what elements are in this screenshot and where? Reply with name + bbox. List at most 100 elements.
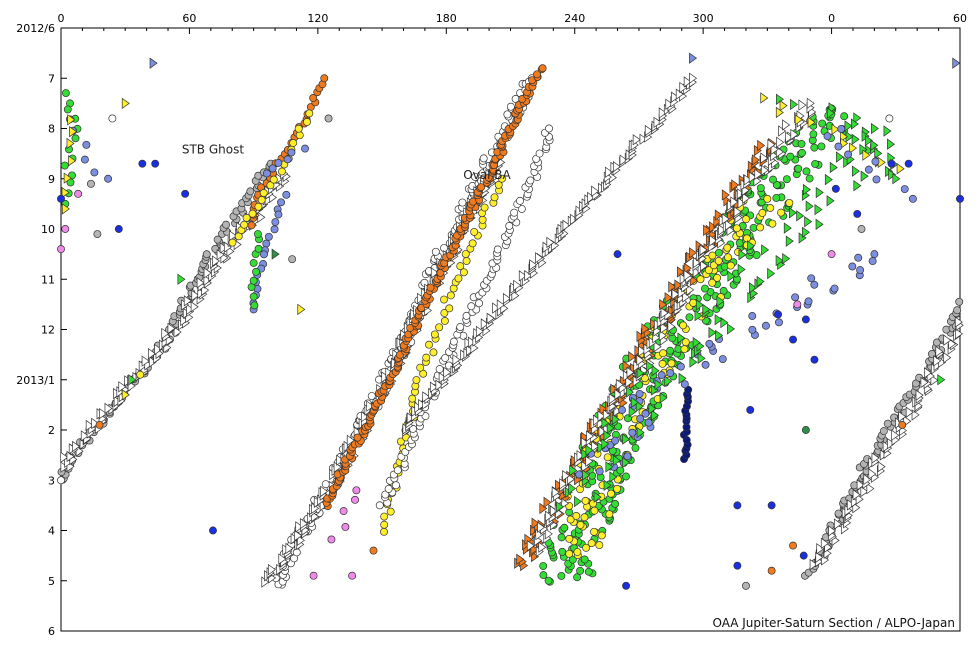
- data-point-triangle: [587, 191, 596, 204]
- data-point-circle: [341, 523, 350, 531]
- data-point-triangle: [644, 124, 653, 137]
- data-point-triangle: [535, 252, 544, 264]
- data-point-triangle: [544, 528, 553, 540]
- data-point-triangle: [467, 336, 476, 348]
- data-point-triangle: [526, 540, 535, 552]
- data-point-triangle: [887, 437, 896, 450]
- data-point-circle: [246, 187, 255, 196]
- data-point-circle: [240, 220, 249, 229]
- data-point-circle: [801, 315, 810, 324]
- data-point-circle: [756, 223, 765, 232]
- data-point-triangle: [295, 521, 304, 533]
- data-point-triangle: [63, 172, 72, 184]
- data-point-circle: [249, 292, 258, 301]
- data-point-circle: [446, 291, 455, 300]
- data-point-circle: [274, 158, 283, 167]
- data-point-circle: [777, 208, 785, 217]
- data-point-triangle: [852, 489, 861, 501]
- data-point-circle: [701, 284, 709, 293]
- data-point-triangle: [581, 448, 590, 461]
- data-point-triangle: [466, 344, 474, 357]
- data-point-circle: [791, 293, 800, 302]
- data-point-triangle: [665, 98, 674, 110]
- data-point-triangle: [570, 213, 579, 226]
- data-point-triangle: [664, 375, 673, 387]
- data-point-circle: [283, 155, 292, 164]
- y-tick-label: 4: [48, 525, 55, 538]
- data-point-circle: [701, 360, 710, 369]
- data-point-triangle: [829, 161, 838, 174]
- data-point-triangle: [807, 116, 816, 129]
- data-point-triangle: [593, 491, 602, 503]
- data-point-circle: [772, 194, 781, 202]
- data-point-circle: [60, 161, 69, 170]
- data-point-circle: [584, 567, 593, 576]
- data-point-circle: [254, 244, 263, 253]
- data-point-circle: [249, 259, 258, 267]
- data-point-circle: [462, 256, 471, 265]
- data-point-triangle: [561, 497, 570, 510]
- data-point-triangle: [148, 348, 157, 360]
- data-point-triangle: [585, 444, 594, 456]
- data-point-circle: [908, 194, 917, 203]
- data-point-circle: [580, 513, 589, 522]
- data-point-circle: [590, 506, 599, 515]
- data-point-circle: [90, 168, 99, 177]
- data-point-triangle: [888, 169, 897, 181]
- data-point-triangle: [191, 289, 200, 302]
- data-point-triangle: [767, 139, 776, 151]
- data-point-triangle: [492, 302, 501, 314]
- data-point-circle: [797, 139, 806, 148]
- data-point-triangle: [930, 374, 939, 386]
- data-point-triangle: [834, 518, 842, 530]
- data-point-triangle: [346, 434, 355, 447]
- data-point-circle: [268, 164, 277, 173]
- data-point-circle: [718, 355, 727, 363]
- x-tick-label: 0: [828, 12, 835, 25]
- data-point-circle: [435, 365, 444, 374]
- data-point-triangle: [622, 456, 631, 469]
- data-point-circle: [782, 175, 791, 184]
- data-point-triangle: [271, 248, 280, 260]
- data-point-triangle: [667, 320, 676, 333]
- data-point-circle: [560, 523, 569, 532]
- data-point-circle: [459, 268, 468, 277]
- data-point-triangle: [943, 351, 952, 364]
- data-point-triangle: [622, 433, 631, 445]
- data-point-triangle: [496, 299, 505, 311]
- data-point-circle: [494, 180, 503, 189]
- data-point-circle: [582, 543, 591, 552]
- data-point-triangle: [219, 242, 228, 254]
- data-point-triangle: [804, 215, 813, 228]
- data-point-circle: [872, 175, 881, 184]
- data-point-circle: [422, 353, 431, 362]
- data-point-circle: [786, 152, 795, 161]
- data-point-circle: [274, 210, 283, 219]
- data-point-triangle: [619, 154, 628, 166]
- data-point-triangle: [783, 222, 792, 234]
- data-point-circle: [590, 527, 598, 536]
- data-point-triangle: [502, 292, 511, 305]
- credit-text: OAA Jupiter-Saturn Section / ALPO-Japan: [712, 616, 955, 630]
- data-point-triangle: [591, 185, 600, 197]
- data-point-triangle: [852, 501, 861, 514]
- data-point-circle: [440, 309, 449, 317]
- data-point-circle: [138, 159, 147, 168]
- data-point-circle: [810, 355, 819, 364]
- data-point-circle: [396, 437, 405, 446]
- data-point-triangle: [121, 97, 130, 110]
- y-tick-label: 10: [41, 223, 55, 236]
- data-point-circle: [526, 176, 535, 185]
- data-point-triangle: [703, 224, 712, 236]
- data-point-circle: [789, 541, 797, 550]
- data-point-triangle: [695, 299, 704, 311]
- data-point-triangle: [278, 553, 287, 565]
- data-point-triangle: [874, 147, 883, 160]
- data-point-triangle: [610, 383, 619, 395]
- data-point-circle: [605, 510, 614, 519]
- data-point-circle: [295, 131, 304, 140]
- data-point-circle: [733, 501, 742, 510]
- data-point-circle: [384, 484, 393, 493]
- data-point-triangle: [67, 114, 76, 126]
